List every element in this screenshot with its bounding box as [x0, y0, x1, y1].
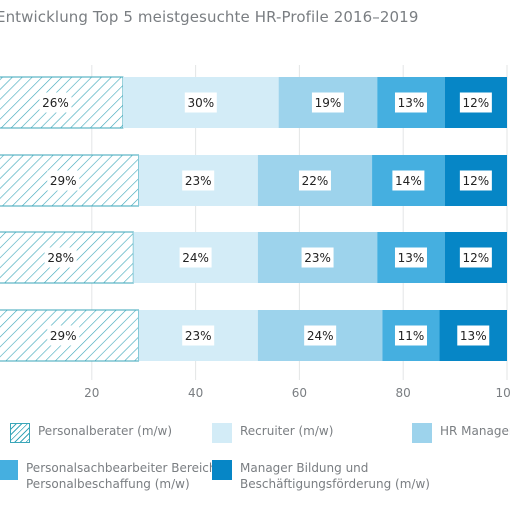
data-label-box — [304, 325, 337, 346]
data-label-box — [459, 170, 492, 191]
data-label-box — [182, 325, 215, 346]
data-label-box — [394, 325, 427, 346]
data-label: 12% — [463, 251, 490, 265]
data-label-box — [47, 170, 80, 191]
legend-swatch — [412, 423, 432, 443]
data-label-box — [457, 325, 490, 346]
data-label: 24% — [307, 329, 334, 343]
data-label-box — [394, 247, 427, 268]
x-tick-label: 20 — [84, 386, 99, 400]
legend-swatch — [212, 460, 232, 480]
data-label-box — [394, 92, 427, 113]
legend-swatch-hatched — [10, 423, 30, 443]
chart-title: Entwicklung Top 5 meistgesuchte HR-Profi… — [0, 8, 419, 26]
data-label: 23% — [185, 329, 212, 343]
data-label: 11% — [398, 329, 425, 343]
legend-label: Recruiter (m/w) — [240, 424, 334, 438]
data-label: 30% — [187, 96, 214, 110]
legend-item-recruiter: Recruiter (m/w) — [212, 423, 333, 443]
legend-item-manager-bildung: Manager Bildung und Beschäftigungsförder… — [212, 460, 430, 492]
data-label: 13% — [398, 251, 425, 265]
legend-label: Personalsachbearbeiter Bereich Personalb… — [26, 461, 217, 491]
data-label-box — [179, 247, 212, 268]
legend-item-hr-manager: HR Manager — [412, 423, 510, 443]
data-label: 13% — [460, 329, 487, 343]
data-label: 29% — [50, 329, 77, 343]
data-label: 23% — [304, 251, 331, 265]
x-tick-label: 80 — [396, 386, 411, 400]
x-tick-label: 100 — [496, 386, 510, 400]
x-tick-label: 40 — [188, 386, 203, 400]
data-label-box — [392, 170, 425, 191]
legend-item-personalberater: Personalberater (m/w) — [10, 423, 172, 443]
data-label-box — [47, 325, 80, 346]
data-label: 19% — [315, 96, 342, 110]
data-label-box — [459, 247, 492, 268]
legend-swatch — [212, 423, 232, 443]
data-label: 23% — [185, 174, 212, 188]
data-label: 12% — [463, 174, 490, 188]
data-label: 22% — [302, 174, 329, 188]
data-label-box — [298, 170, 331, 191]
data-label: 28% — [47, 251, 74, 265]
data-label-box — [301, 247, 334, 268]
data-label-box — [311, 92, 344, 113]
legend-label: Personalberater (m/w) — [38, 424, 173, 438]
legend-swatch — [0, 460, 18, 480]
data-label: 12% — [463, 96, 490, 110]
data-label: 13% — [398, 96, 425, 110]
data-label-box — [184, 92, 217, 113]
data-label: 24% — [182, 251, 209, 265]
x-tick-label: 60 — [292, 386, 307, 400]
legend-label: Manager Bildung und Beschäftigungsförder… — [240, 461, 430, 491]
data-label-box — [44, 247, 77, 268]
data-label-box — [39, 92, 72, 113]
data-label-box — [459, 92, 492, 113]
legend-item-personalsachbearbeiter: Personalsachbearbeiter Bereich Personalb… — [0, 460, 216, 492]
data-label-box — [182, 170, 215, 191]
legend-label: HR Manager — [440, 424, 510, 438]
data-label: 26% — [42, 96, 69, 110]
data-label: 14% — [395, 174, 422, 188]
data-label: 29% — [50, 174, 77, 188]
